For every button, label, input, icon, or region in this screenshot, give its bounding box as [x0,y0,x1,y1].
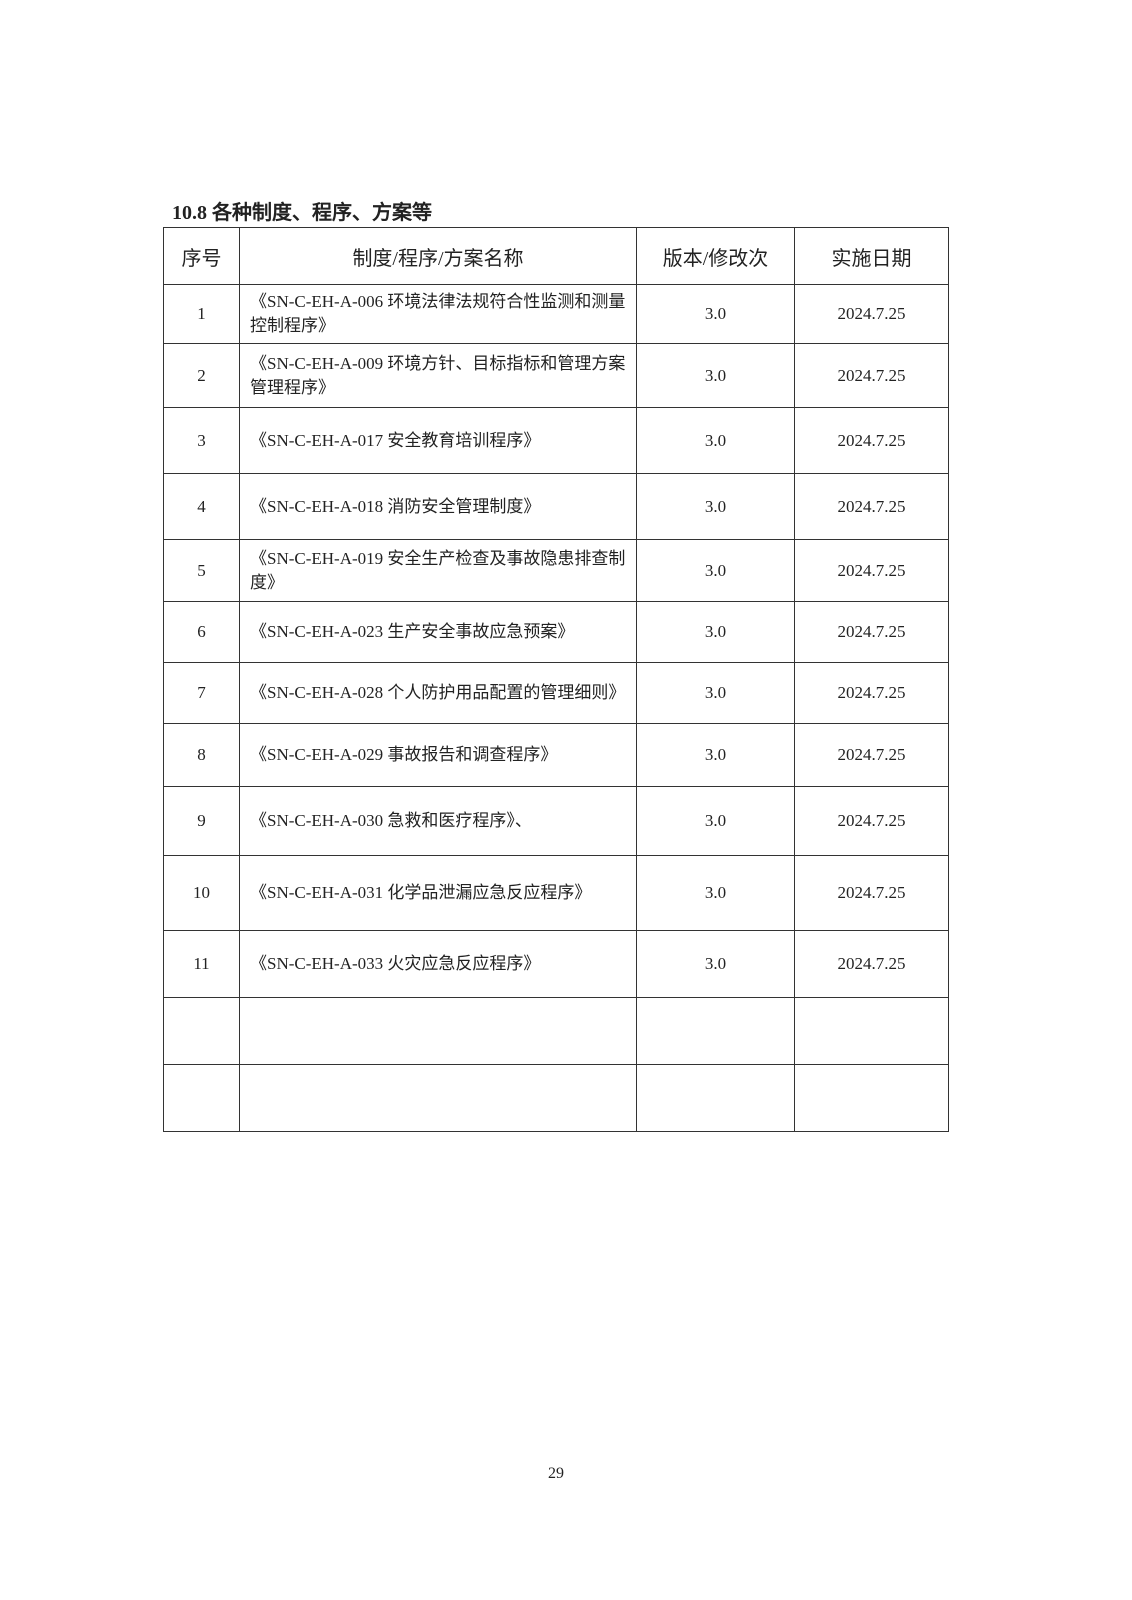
row-number: 10 [163,855,240,931]
row-number [163,1064,240,1132]
section-title: 10.8 各种制度、程序、方案等 [172,202,432,224]
procedure-name: 《SN-C-EH-A-030 急救和医疗程序》、 [239,786,637,856]
header-name: 制度/程序/方案名称 [239,227,637,285]
date-cell: 2024.7.25 [794,662,949,724]
date-cell: 2024.7.25 [794,343,949,408]
date-cell: 2024.7.25 [794,855,949,931]
version-cell [636,1064,795,1132]
row-number [163,997,240,1065]
date-cell [794,1064,949,1132]
table-row: 4 《SN-C-EH-A-018 消防安全管理制度》 3.0 2024.7.25 [163,473,949,540]
date-cell: 2024.7.25 [794,473,949,540]
date-cell: 2024.7.25 [794,601,949,663]
version-cell: 3.0 [636,786,795,856]
row-number: 1 [163,284,240,344]
row-number: 3 [163,407,240,474]
header-no: 序号 [163,227,240,285]
version-cell: 3.0 [636,407,795,474]
row-number: 6 [163,601,240,663]
date-cell: 2024.7.25 [794,407,949,474]
header-version: 版本/修改次 [636,227,795,285]
version-cell: 3.0 [636,343,795,408]
page-number: 29 [548,1465,564,1482]
header-date: 实施日期 [794,227,949,285]
table-row: 9 《SN-C-EH-A-030 急救和医疗程序》、 3.0 2024.7.25 [163,786,949,856]
table-row: 6 《SN-C-EH-A-023 生产安全事故应急预案》 3.0 2024.7.25 [163,601,949,663]
version-cell: 3.0 [636,284,795,344]
version-cell [636,997,795,1065]
row-number: 2 [163,343,240,408]
version-cell: 3.0 [636,539,795,602]
row-number: 9 [163,786,240,856]
procedure-name: 《SN-C-EH-A-033 火灾应急反应程序》 [239,930,637,998]
procedure-name: 《SN-C-EH-A-029 事故报告和调查程序》 [239,723,637,787]
procedure-name: 《SN-C-EH-A-031 化学品泄漏应急反应程序》 [239,855,637,931]
row-number: 5 [163,539,240,602]
version-cell: 3.0 [636,601,795,663]
procedure-name: 《SN-C-EH-A-019 安全生产检查及事故隐患排查制度》 [239,539,637,602]
procedure-name: 《SN-C-EH-A-017 安全教育培训程序》 [239,407,637,474]
date-cell: 2024.7.25 [794,723,949,787]
row-number: 11 [163,930,240,998]
date-cell: 2024.7.25 [794,539,949,602]
date-cell: 2024.7.25 [794,930,949,998]
table-row: 10 《SN-C-EH-A-031 化学品泄漏应急反应程序》 3.0 2024.7.2… [163,855,949,931]
row-number: 4 [163,473,240,540]
table-header-row: 序号 制度/程序/方案名称 版本/修改次 实施日期 [163,227,949,285]
version-cell: 3.0 [636,473,795,540]
procedure-name: 《SN-C-EH-A-018 消防安全管理制度》 [239,473,637,540]
table-row: 3 《SN-C-EH-A-017 安全教育培训程序》 3.0 2024.7.25 [163,407,949,474]
procedure-name [239,997,637,1065]
table-row: 5 《SN-C-EH-A-019 安全生产检查及事故隐患排查制度》 3.0 2024.… [163,539,949,602]
table-row: 7 《SN-C-EH-A-028 个人防护用品配置的管理细则》 3.0 2024.7.… [163,662,949,724]
procedure-name: 《SN-C-EH-A-009 环境方针、目标指标和管理方案管理程序》 [239,343,637,408]
procedure-name [239,1064,637,1132]
version-cell: 3.0 [636,723,795,787]
table-row: 11 《SN-C-EH-A-033 火灾应急反应程序》 3.0 2024.7.25 [163,930,949,998]
procedure-name: 《SN-C-EH-A-028 个人防护用品配置的管理细则》 [239,662,637,724]
row-number: 8 [163,723,240,787]
version-cell: 3.0 [636,930,795,998]
procedure-name: 《SN-C-EH-A-023 生产安全事故应急预案》 [239,601,637,663]
table-row: 1 《SN-C-EH-A-006 环境法律法规符合性监测和测量控制程序》 3.0 20… [163,284,949,344]
date-cell [794,997,949,1065]
procedures-table: 序号 制度/程序/方案名称 版本/修改次 实施日期 1 《SN-C-EH-A-00… [163,227,949,1132]
table-row [163,1064,949,1132]
table-row: 8 《SN-C-EH-A-029 事故报告和调查程序》 3.0 2024.7.25 [163,723,949,787]
table-row: 2 《SN-C-EH-A-009 环境方针、目标指标和管理方案管理程序》 3.0 20… [163,343,949,408]
version-cell: 3.0 [636,662,795,724]
procedure-name: 《SN-C-EH-A-006 环境法律法规符合性监测和测量控制程序》 [239,284,637,344]
date-cell: 2024.7.25 [794,786,949,856]
date-cell: 2024.7.25 [794,284,949,344]
version-cell: 3.0 [636,855,795,931]
row-number: 7 [163,662,240,724]
table-row [163,997,949,1065]
